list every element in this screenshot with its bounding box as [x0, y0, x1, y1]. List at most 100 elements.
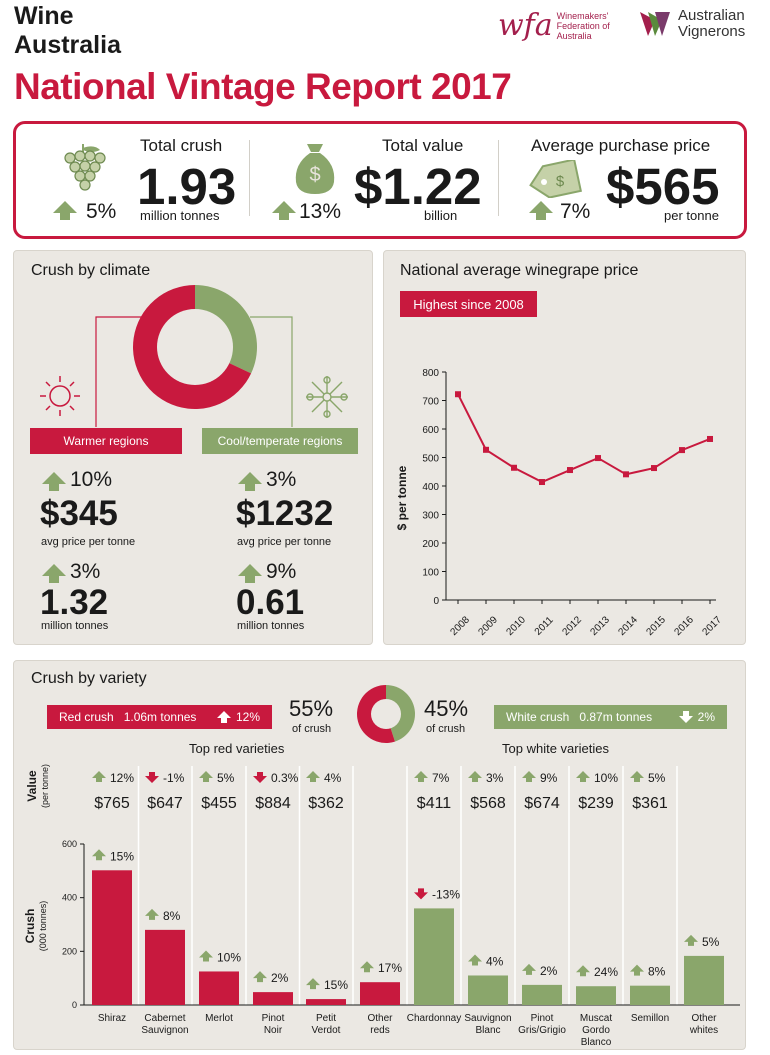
highest-badge: Highest since 2008	[400, 291, 537, 317]
red-crush-pill: Red crush 1.06m tonnes 12%	[47, 705, 272, 729]
category-label: Sauvignon	[464, 1013, 511, 1024]
bar-cabernet-sauvignon	[145, 929, 185, 1005]
value-change-label: 0.3%	[271, 771, 299, 785]
bar-y-tick-label: 600	[62, 839, 77, 849]
warm-regions-pill: Warmer regions	[30, 428, 182, 454]
cool-crush-change: 9%	[266, 560, 297, 583]
category-label: Petit	[316, 1013, 336, 1024]
y-tick-label: 800	[422, 368, 439, 379]
x-tick-label: 2017	[700, 614, 724, 638]
category-label: Muscat	[580, 1013, 612, 1024]
kpi-divider	[498, 140, 499, 216]
price-label: $239	[578, 795, 614, 812]
warm-price-up-icon	[42, 472, 66, 491]
x-tick-label: 2010	[504, 614, 528, 638]
price-label: $361	[632, 795, 668, 812]
wfa-mark: wfa	[498, 8, 553, 43]
bar-y-tick-label: 400	[62, 893, 77, 903]
white-share: 45%	[424, 696, 469, 721]
value-change-label: -1%	[163, 771, 185, 785]
bar-other-whites	[684, 955, 724, 1005]
warm-price-change: 10%	[70, 468, 113, 491]
red-crush-up-icon	[216, 711, 231, 723]
climate-title: Crush by climate	[31, 262, 151, 279]
y-axis-label: $ per tonne	[395, 465, 409, 530]
warm-crush-up-icon	[42, 564, 66, 583]
x-tick-label: 2013	[588, 614, 612, 638]
brand-line-1: Wine	[14, 2, 74, 30]
kpi-crush-value: 1.93	[137, 158, 237, 215]
price-panel-title: National average winegrape price	[400, 262, 639, 279]
crush-change-label: -13%	[432, 887, 460, 901]
value-up-icon	[522, 771, 536, 782]
cool-crush-up-icon	[238, 564, 262, 583]
kpi-price-label: Average purchase price	[531, 136, 711, 155]
price-label: $884	[255, 795, 291, 812]
category-label: Pinot	[262, 1013, 285, 1024]
value-up-icon	[92, 771, 106, 782]
crush-change-label: 2%	[540, 964, 558, 978]
crush-up-icon	[522, 963, 536, 975]
price-point	[455, 391, 461, 398]
category-label: Blanc	[475, 1025, 500, 1036]
category-label: Gris/Grigio	[518, 1025, 566, 1036]
category-label: Noir	[264, 1025, 283, 1036]
bar-pinot-gris-grigio	[522, 984, 562, 1005]
x-tick-label: 2011	[533, 614, 556, 637]
cool-price-up-icon	[238, 472, 262, 491]
category-label: Gordo	[582, 1025, 610, 1036]
top-white-heading: Top white varieties	[502, 741, 609, 756]
kpi-value-label: Total value	[382, 136, 464, 155]
kpi-crush-change: 5%	[86, 200, 117, 223]
bar-petit-verdot	[306, 999, 346, 1005]
av-text-2: Vignerons	[678, 23, 746, 40]
wfa-text-3: Australia	[556, 30, 592, 41]
kpi-price-unit: per tonne	[664, 208, 719, 223]
kpi-value-change: 13%	[299, 200, 342, 223]
warm-crush: 1.32	[40, 583, 109, 622]
price-label: $362	[308, 795, 344, 812]
category-label: Sauvignon	[141, 1025, 188, 1036]
value-change-label: 3%	[486, 771, 504, 785]
value-change-label: 4%	[324, 771, 342, 785]
y-tick-label: 600	[422, 425, 439, 436]
crush-change-label: 17%	[378, 961, 402, 975]
category-label: Verdot	[312, 1025, 341, 1036]
red-share-label: of crush	[292, 723, 332, 735]
category-label: Other	[691, 1013, 717, 1024]
bar-semillon	[630, 985, 670, 1005]
value-axis-label: Value	[25, 770, 39, 802]
bar-chardonnay	[414, 908, 454, 1005]
crush-change-label: 4%	[486, 954, 504, 968]
crush-up-icon	[253, 971, 267, 983]
warm-crush-label: million tonnes	[41, 620, 109, 632]
warm-price: $345	[40, 494, 118, 533]
value-up-icon	[576, 771, 590, 782]
x-tick-label: 2012	[560, 614, 584, 638]
category-label: Chardonnay	[407, 1013, 461, 1024]
value-change-label: 5%	[217, 771, 235, 785]
kpi-price-change: 7%	[560, 200, 591, 223]
crush-up-icon	[360, 961, 374, 973]
price-point	[623, 471, 629, 478]
value-change-label: 12%	[110, 771, 134, 785]
cool-price-change: 3%	[266, 468, 297, 491]
price-point	[567, 467, 573, 474]
x-tick-label: 2008	[448, 614, 472, 638]
price-point	[595, 455, 601, 462]
bar-y-tick-label: 0	[72, 1000, 77, 1010]
category-label: Blanco	[581, 1037, 612, 1048]
value-change-label: 7%	[432, 771, 450, 785]
sun-icon	[40, 376, 80, 416]
price-label: $568	[470, 795, 506, 812]
kpi-value-unit: billion	[424, 208, 458, 223]
kpi-crush-label: Total crush	[140, 136, 223, 155]
category-label: Semillon	[631, 1013, 669, 1024]
wfa-text-2: Federation of	[556, 20, 610, 31]
cool-price: $1232	[236, 494, 334, 533]
warm-price-label: avg price per tonne	[41, 536, 136, 548]
wfa-text-1: Winemakers'	[556, 10, 609, 21]
white-share-label: of crush	[426, 723, 466, 735]
y-tick-label: 200	[422, 539, 439, 550]
cool-regions-pill: Cool/temperate regions	[202, 428, 358, 454]
